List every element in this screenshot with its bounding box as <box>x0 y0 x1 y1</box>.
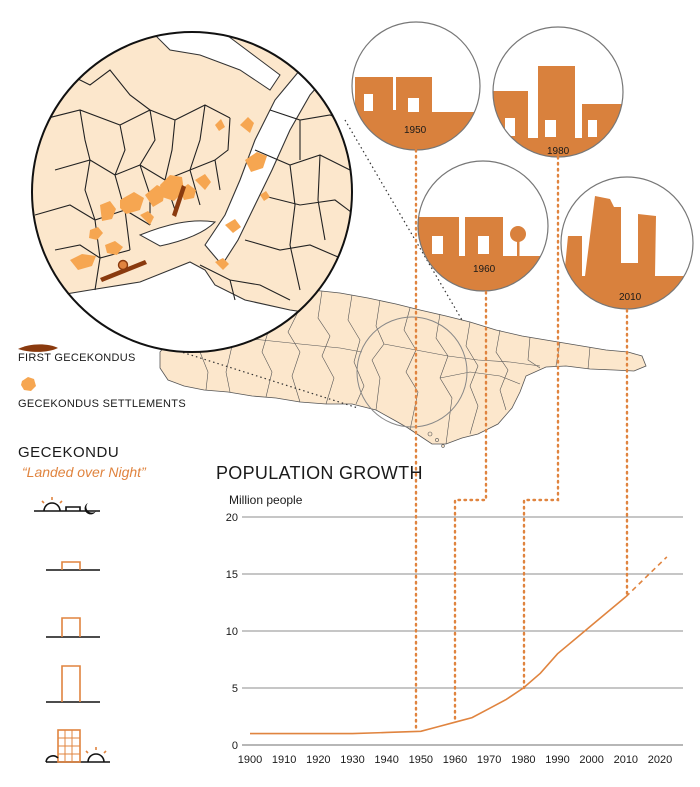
gecekondu-title: GECEKONDU <box>18 444 120 461</box>
moon-foundation-icon <box>46 534 100 571</box>
settlement-blobs <box>70 117 270 270</box>
first-gecekondus-mark <box>100 260 147 282</box>
legend-settlements: GECEKONDUS SETTLEMENTS <box>18 398 186 410</box>
era-year-1980: 1980 <box>547 146 570 157</box>
era-year-1950: 1950 <box>404 125 427 136</box>
chart-ylabel: Million people <box>229 493 303 507</box>
gecekondu-subtitle: “Landed over Night” <box>22 464 146 480</box>
golden-horn <box>138 220 217 247</box>
x-tick-label: 1980 <box>511 754 535 766</box>
era-circle-2010 <box>560 176 694 310</box>
x-tick-label: 1920 <box>306 754 330 766</box>
legend-first-gecekondus: FIRST GECEKONDUS <box>18 352 136 364</box>
era-connector-1960 <box>453 290 488 724</box>
focus-circle <box>356 316 468 428</box>
zoom-district-lines <box>34 69 352 301</box>
era-circle-1980 <box>492 26 624 158</box>
y-tick-label: 0 <box>232 740 238 752</box>
gecekondu-steps <box>34 497 110 763</box>
x-tick-label: 1940 <box>374 754 398 766</box>
x-tick-label: 1910 <box>272 754 296 766</box>
first-gecekondus-mark <box>172 185 186 217</box>
population-chart: 0 5 10 15 20 1900 1910 1920 1930 1940 1950 1960 1970… <box>226 148 683 766</box>
moon-walls-icon <box>46 589 100 638</box>
x-tick-label: 1930 <box>340 754 364 766</box>
era-circle-1950 <box>351 21 481 151</box>
x-tick-label: 2020 <box>648 754 672 766</box>
zoom-circle-border <box>31 31 353 353</box>
era-connector-1980 <box>522 155 560 690</box>
island <box>441 444 445 448</box>
settlement-legend-icon <box>21 377 36 391</box>
y-tick-label: 20 <box>226 512 238 524</box>
sunrise-apartment-icon <box>45 729 110 763</box>
chart-title: POPULATION GROWTH <box>216 463 423 483</box>
x-tick-label: 1950 <box>409 754 433 766</box>
x-tick-label: 1970 <box>477 754 501 766</box>
era-year-2010: 2010 <box>619 292 642 303</box>
moon-tall-house-icon <box>45 665 100 703</box>
x-tick-label: 2000 <box>579 754 603 766</box>
sunset-hut-icon <box>34 497 100 515</box>
series-line-solid <box>250 596 627 735</box>
era-circle-1960 <box>417 160 549 292</box>
x-tick-label: 1990 <box>545 754 569 766</box>
y-tick-label: 5 <box>232 683 238 695</box>
era-year-1960: 1960 <box>473 264 496 275</box>
y-tick-label: 10 <box>226 626 238 638</box>
island <box>427 431 433 437</box>
x-tick-label: 1960 <box>443 754 467 766</box>
first-gecekondus-dot <box>117 259 129 271</box>
island <box>435 438 439 442</box>
x-tick-label: 2010 <box>614 754 638 766</box>
first-gecekondus-legend-icon <box>18 344 58 352</box>
black-sea <box>148 32 281 91</box>
y-tick-label: 15 <box>226 569 238 581</box>
x-tick-label: 1900 <box>238 754 262 766</box>
series-line-dashed <box>625 556 668 598</box>
